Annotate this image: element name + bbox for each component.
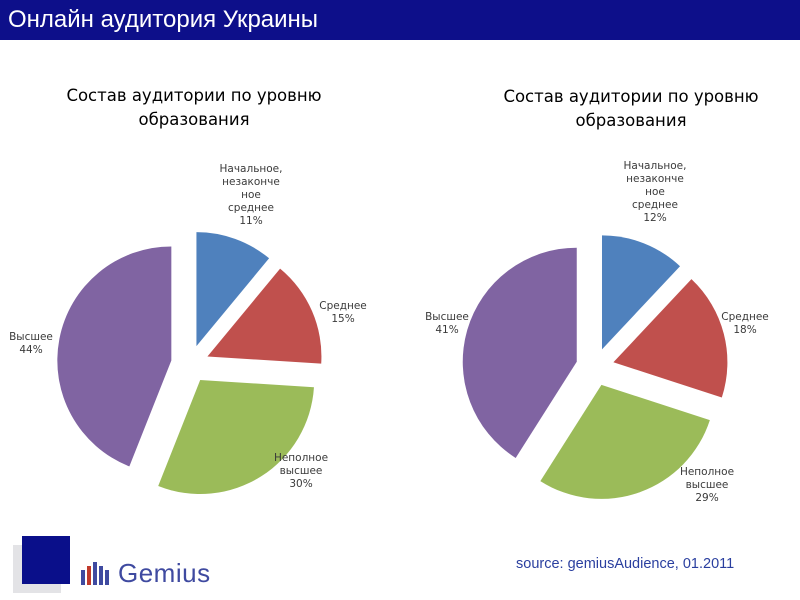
pie1-slice-3-percent: 30% xyxy=(289,478,313,490)
pie1-slice-3-label-line: Неполное xyxy=(273,452,329,464)
pie1-slice-2 xyxy=(207,268,322,364)
pie2-slice-1-percent: 12% xyxy=(643,212,667,224)
pie2-slice-1-label-line: незаконче xyxy=(626,173,684,185)
pie1-slice-1-label-line: среднее xyxy=(228,202,274,214)
pie2-slice-3 xyxy=(540,384,710,499)
pie2-slice-1-label-line: ное xyxy=(645,186,665,198)
pie2-slice-1-label-line: среднее xyxy=(632,199,678,211)
pie1-slice-2-percent: 15% xyxy=(331,313,355,325)
pie2-slice-3-label: Неполное высшее 29% xyxy=(652,466,762,505)
pie1-slice-1-percent: 11% xyxy=(239,215,263,227)
pie1-slice-2-label: Среднее 15% xyxy=(288,300,398,326)
header-bar: Онлайн аудитория Украины xyxy=(0,0,800,40)
pie1-slice-3-label: Неполное высшее 30% xyxy=(246,452,356,491)
gemius-mark-icon xyxy=(81,562,109,585)
pie2-slice-2 xyxy=(613,279,728,398)
pie2-slice-2-label: Среднее 18% xyxy=(690,311,800,337)
pie1-slice-4-label-line: Высшее xyxy=(9,331,53,343)
logo-text: Gemius xyxy=(118,557,211,588)
pie2-slice-2-label-line: Среднее xyxy=(721,311,769,323)
pie2-slice-2-percent: 18% xyxy=(733,324,757,336)
page-title: Онлайн аудитория Украины xyxy=(8,6,319,33)
pie2-slice-4-percent: 41% xyxy=(435,324,459,336)
pie2-slice-1-label: Начальное, незаконче ное среднее 12% xyxy=(600,160,710,225)
gemius-logo: Gemius xyxy=(80,556,211,590)
source-note: source: gemiusAudience, 01.2011 xyxy=(516,556,735,572)
pie1-slice-1-label-line: незаконче xyxy=(222,176,280,188)
pie1-slice-4 xyxy=(57,246,172,467)
logo-square xyxy=(22,536,70,584)
pie1-slice-1 xyxy=(196,232,270,347)
pie1-slice-1-label-line: ное xyxy=(241,189,261,201)
pie2-slice-4 xyxy=(462,247,577,458)
pie2-slice-3-percent: 29% xyxy=(695,492,719,504)
pie2-slice-4-label-line: Высшее xyxy=(425,311,469,323)
pie2-slice-3-label-line: Неполное xyxy=(679,466,735,478)
pie2-slice-1 xyxy=(601,235,681,350)
pie2-slice-3-label-line: высшее xyxy=(685,479,729,491)
pie1-slice-1-label: Начальное, незаконче ное среднее 11% xyxy=(196,163,306,228)
pie1-slice-2-label-line: Среднее xyxy=(319,300,367,312)
pie2-slice-4-label: Высшее 41% xyxy=(392,311,502,337)
pie1-slice-3 xyxy=(158,380,314,495)
pie2-slice-1-label-line: Начальное, xyxy=(623,160,687,172)
pie1-slice-4-label: Высшее 44% xyxy=(0,331,86,357)
pie1-slice-1-label-line: Начальное, xyxy=(219,163,283,175)
chart-title-1: Состав аудитории по уровню образования xyxy=(66,86,322,129)
chart-title-2: Состав аудитории по уровню образования xyxy=(503,87,759,130)
pie1-slice-3-label-line: высшее xyxy=(279,465,323,477)
pie1-slice-4-percent: 44% xyxy=(19,344,43,356)
